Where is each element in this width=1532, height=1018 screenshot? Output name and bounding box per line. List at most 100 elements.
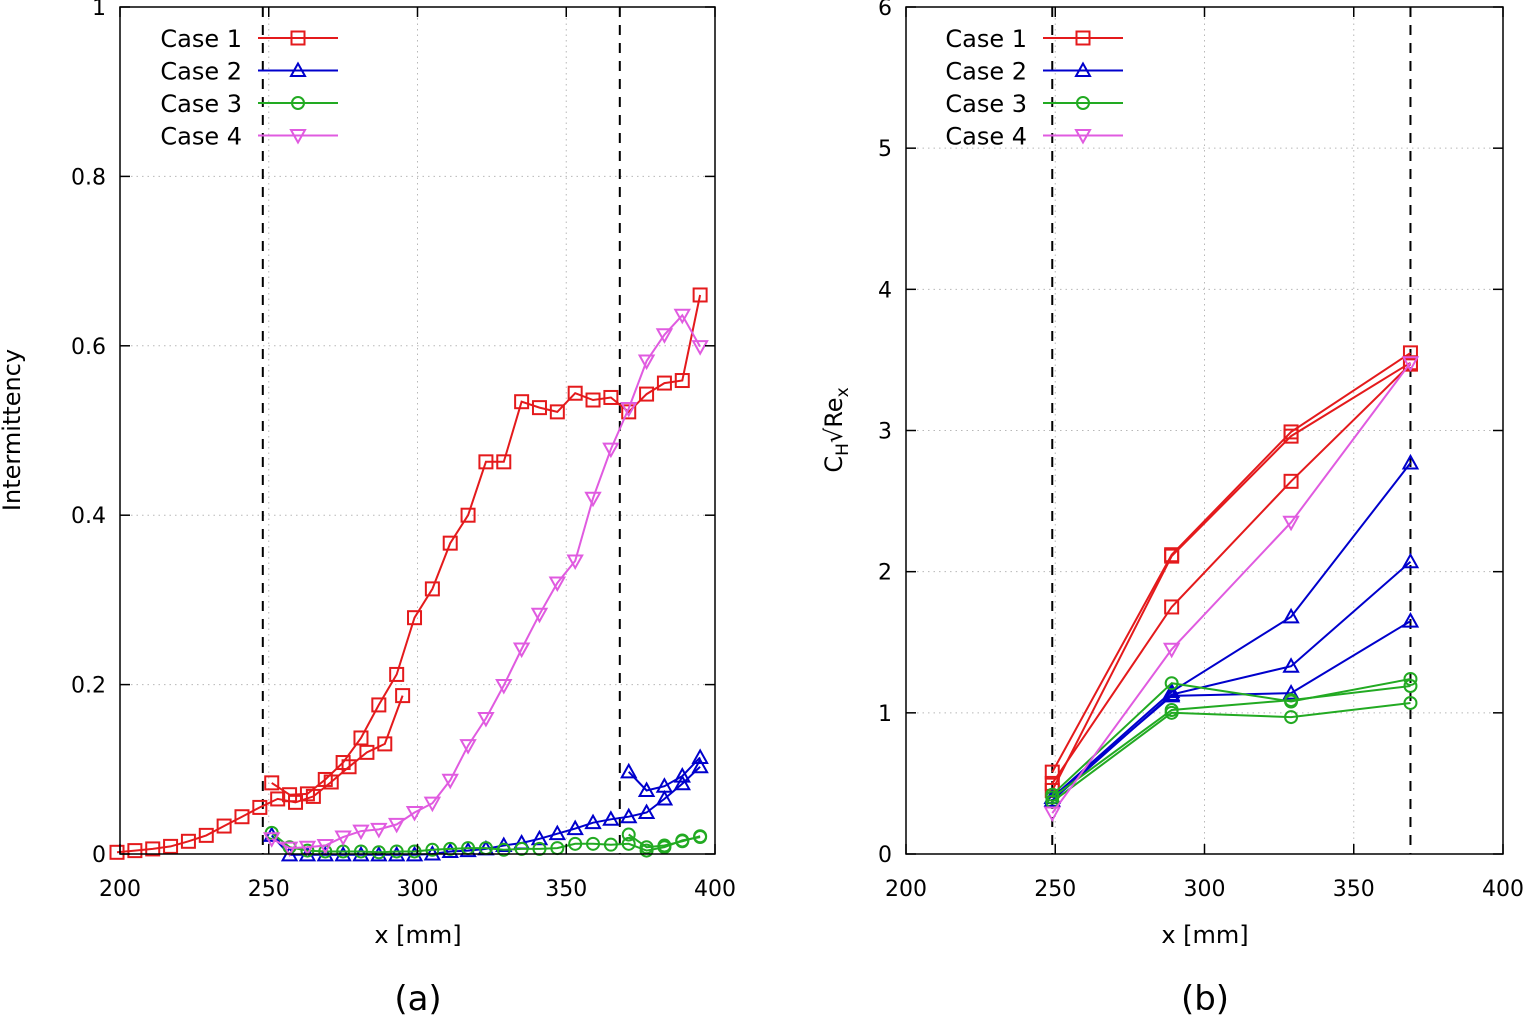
data-point-circle [407,844,422,859]
data-point-square [264,775,280,791]
data-point-square [180,833,196,849]
data-point-triangle-down [1074,129,1092,145]
legend-label: Case 1 [945,25,1027,53]
data-point-square [514,394,530,410]
data-point-triangle-down [387,817,406,834]
data-point-square [353,730,369,746]
series-line [1051,702,1411,803]
x-tick-label: 300 [397,877,439,902]
data-point-square [163,838,179,854]
data-point-circle [291,96,305,110]
data-point-triangle-up [584,813,602,830]
data-point-triangle-up [637,803,656,819]
y-tick-label: 0.8 [71,165,106,190]
data-point-square [1075,30,1091,46]
data-point-triangle-down [1401,356,1420,372]
legend-label: Case 1 [160,25,242,53]
data-point-circle [1403,671,1418,686]
series-line [1051,352,1412,773]
data-point-circle [657,838,672,853]
data-point-circle [371,845,386,860]
data-point-square [1164,599,1180,615]
data-point-triangle-down [370,822,388,839]
series-line [1051,362,1412,814]
legend-label: Case 2 [160,58,242,86]
data-point-circle [300,843,315,858]
data-point-triangle-down [673,308,691,325]
y-tick-label: 6 [878,0,892,21]
data-point-triangle-up [602,810,620,826]
data-point-circle [693,829,708,844]
data-point-triangle-down [477,711,495,728]
data-point-circle [568,836,583,851]
data-point-square [407,610,423,626]
data-point-square [692,287,708,303]
data-point-circle [621,827,636,842]
data-point-triangle-up [289,61,307,77]
axis-ticks: 200 250 300 350 400 0 1 2 3 4 5 6 [878,0,1524,902]
data-point-square [621,404,637,420]
data-point-circle [639,840,654,855]
y-tick-label: 0.6 [71,335,106,360]
axis-ticks: 200 250 300 350 400 0 0.2 0.4 0.6 0.8 1 [71,0,736,902]
data-point-triangle-up [566,819,584,836]
legend-label: Case 4 [160,123,242,151]
data-point-circle [603,837,618,852]
data-point-circle [1403,679,1418,694]
y-axis-label: Intermittency [0,349,26,511]
data-point-triangle-down [405,805,424,822]
data-point-square [377,736,393,752]
data-point-square [127,843,143,859]
y-tick-label: 3 [878,420,892,445]
data-point-square [674,373,690,389]
data-point-triangle-up [441,842,459,858]
series-line [271,294,702,796]
data-point-triangle-up [1401,552,1420,569]
data-point-circle [532,841,547,856]
x-tick-label: 200 [99,877,141,902]
series-line [116,695,404,854]
data-point-square [1283,428,1299,444]
data-point-square [585,392,601,408]
series-group [1043,345,1420,823]
data-point-triangle-down [459,739,477,755]
ylabel-c: C [820,456,848,473]
data-point-square [531,400,547,416]
series-line [1051,678,1411,796]
y-tick-label: 5 [878,137,892,162]
panel-label: (a) [394,979,441,1018]
data-point-triangle-down [263,832,281,848]
data-point-square [198,827,214,843]
x-tick-label: 350 [545,877,587,902]
legend: Case 1 Case 2 Case 3 Case 4 [945,25,1123,151]
y-tick-label: 1 [92,0,106,21]
x-tick-label: 350 [1333,877,1375,902]
data-point-triangle-up [637,781,656,797]
y-axis-label: CH√Rex [820,387,853,472]
data-point-triangle-down [1043,806,1061,823]
data-point-circle [675,834,690,849]
series-line [1051,685,1411,799]
y-tick-label: 1 [878,702,892,727]
panel-label: (b) [1181,979,1229,1018]
dashed-reference-lines [1051,7,1412,854]
series-line [271,832,701,854]
data-point-circle [1403,695,1418,710]
data-point-square [603,389,619,405]
data-point-triangle-down [584,491,602,508]
data-point-triangle-up [691,748,709,764]
y-tick-label: 0.4 [71,504,106,529]
data-point-square [317,771,333,787]
x-tick-label: 300 [1184,877,1226,902]
data-point-circle [425,842,440,857]
data-point-triangle-up [620,807,638,824]
data-point-triangle-up [1282,657,1300,673]
ylabel-sub-h: H [833,443,853,456]
data-point-triangle-up [673,767,691,783]
legend-label: Case 2 [945,58,1027,86]
x-tick-label: 400 [1482,877,1524,902]
data-point-square [282,787,298,803]
data-point-triangle-down [316,839,334,855]
x-axis-label: x [mm] [374,921,461,949]
